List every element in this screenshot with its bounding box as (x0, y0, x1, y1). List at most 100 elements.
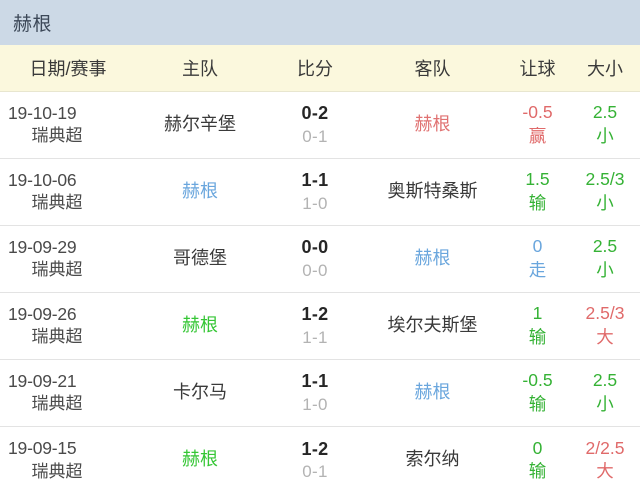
cell-over-under: 2.5/3 小 (570, 158, 640, 226)
cell-date: 19-09-29 瑞典超 (0, 225, 130, 293)
over-under-value: 2/2.5 (585, 437, 625, 458)
home-team-name[interactable]: 赫根 (182, 181, 218, 202)
league-name: 瑞典超 (31, 327, 83, 347)
halftime-score: 0-1 (302, 126, 328, 146)
table-row[interactable]: 19-10-19 瑞典超 赫尔辛堡 0-2 0-1 赫根 -0.5 赢 2.5 小 (0, 91, 640, 159)
handicap-result: 赢 (528, 126, 547, 146)
over-under-value: 2.5/3 (585, 169, 625, 190)
cell-date: 19-10-06 瑞典超 (0, 158, 130, 226)
handicap-result: 输 (528, 461, 547, 482)
match-date: 19-09-26 (8, 303, 77, 324)
over-under-result: 大 (596, 327, 614, 347)
cell-home-team: 哥德堡 (130, 225, 270, 293)
table-row[interactable]: 19-09-29 瑞典超 哥德堡 0-0 0-0 赫根 0 走 2.5 小 (0, 225, 640, 293)
cell-date: 19-09-21 瑞典超 (0, 359, 130, 427)
panel-title-bar: 赫根 (0, 0, 640, 45)
match-date: 19-10-06 (8, 169, 77, 190)
over-under-value: 2.5/3 (585, 303, 625, 324)
cell-away-team: 奥斯特桑斯 (360, 158, 505, 226)
column-header-handicap: 让球 (505, 45, 570, 92)
cell-away-team: 赫根 (360, 225, 505, 293)
home-team-name[interactable]: 赫根 (182, 449, 218, 470)
column-header-score: 比分 (270, 45, 360, 92)
over-under-result: 小 (596, 260, 614, 280)
match-date: 19-09-29 (8, 236, 77, 257)
match-date: 19-10-19 (8, 102, 77, 123)
handicap-result: 输 (528, 193, 547, 213)
cell-score: 1-1 1-0 (270, 359, 360, 427)
cell-handicap: 1.5 输 (505, 158, 570, 226)
fulltime-score: 1-1 (301, 371, 329, 392)
over-under-value: 2.5 (592, 370, 618, 391)
column-header-home-team: 主队 (130, 45, 270, 92)
home-team-name[interactable]: 赫尔辛堡 (164, 114, 236, 135)
over-under-result: 小 (596, 394, 614, 414)
column-header-away-team: 客队 (360, 45, 505, 92)
fulltime-score: 1-2 (301, 438, 329, 459)
cell-away-team: 索尔纳 (360, 426, 505, 494)
cell-date: 19-09-15 瑞典超 (0, 426, 130, 494)
away-team-name[interactable]: 赫根 (414, 382, 451, 403)
league-name: 瑞典超 (31, 126, 83, 146)
cell-date: 19-09-26 瑞典超 (0, 292, 130, 360)
away-team-name[interactable]: 赫根 (414, 114, 451, 135)
halftime-score: 0-1 (302, 461, 328, 481)
fulltime-score: 1-1 (301, 170, 329, 191)
cell-home-team: 赫根 (130, 426, 270, 494)
over-under-result: 小 (596, 126, 614, 146)
cell-score: 0-2 0-1 (270, 91, 360, 159)
handicap-result: 输 (528, 394, 547, 414)
league-name: 瑞典超 (31, 260, 83, 280)
match-history-table: 日期/赛事 主队 比分 客队 让球 大小 19-10-19 瑞典超 赫尔辛堡 0-2 0… (0, 45, 640, 494)
table-row[interactable]: 19-09-21 瑞典超 卡尔马 1-1 1-0 赫根 -0.5 输 2.5 小 (0, 359, 640, 427)
league-name: 瑞典超 (31, 461, 83, 481)
cell-score: 1-2 0-1 (270, 426, 360, 494)
table-row[interactable]: 19-10-06 瑞典超 赫根 1-1 1-0 奥斯特桑斯 1.5 输 2.5/3 小 (0, 158, 640, 226)
away-team-name[interactable]: 埃尔夫斯堡 (387, 315, 478, 336)
handicap-value: 0 (532, 437, 543, 458)
league-name: 瑞典超 (31, 193, 83, 213)
halftime-score: 0-0 (302, 260, 328, 280)
column-header-date: 日期/赛事 (0, 45, 130, 92)
handicap-value: -0.5 (522, 370, 553, 391)
table-row[interactable]: 19-09-26 瑞典超 赫根 1-2 1-1 埃尔夫斯堡 1 输 2.5/3 大 (0, 292, 640, 360)
cell-score: 0-0 0-0 (270, 225, 360, 293)
halftime-score: 1-1 (302, 327, 328, 347)
home-team-name[interactable]: 赫根 (182, 315, 218, 336)
fulltime-score: 1-2 (301, 304, 329, 325)
home-team-name[interactable]: 哥德堡 (173, 248, 227, 269)
handicap-result: 走 (528, 260, 547, 280)
cell-handicap: -0.5 赢 (505, 91, 570, 159)
page-title: 赫根 (13, 14, 53, 35)
handicap-value: 0 (532, 236, 543, 257)
halftime-score: 1-0 (302, 193, 328, 213)
cell-away-team: 赫根 (360, 359, 505, 427)
table-header-row: 日期/赛事 主队 比分 客队 让球 大小 (0, 45, 640, 92)
handicap-value: -0.5 (522, 102, 553, 123)
away-team-name[interactable]: 奥斯特桑斯 (387, 181, 478, 202)
handicap-result: 输 (528, 327, 547, 347)
over-under-value: 2.5 (592, 102, 618, 123)
column-header-over-under: 大小 (570, 45, 640, 92)
home-team-name[interactable]: 卡尔马 (173, 382, 227, 403)
fulltime-score: 0-2 (301, 103, 329, 124)
away-team-name[interactable]: 赫根 (414, 248, 451, 269)
over-under-result: 大 (596, 461, 614, 482)
cell-date: 19-10-19 瑞典超 (0, 91, 130, 159)
cell-over-under: 2.5 小 (570, 91, 640, 159)
match-date: 19-09-21 (8, 370, 77, 391)
away-team-name[interactable]: 索尔纳 (405, 449, 460, 470)
table-row[interactable]: 19-09-15 瑞典超 赫根 1-2 0-1 索尔纳 0 输 2/2.5 大 (0, 426, 640, 494)
cell-score: 1-1 1-0 (270, 158, 360, 226)
cell-over-under: 2.5 小 (570, 359, 640, 427)
cell-over-under: 2.5 小 (570, 225, 640, 293)
cell-home-team: 赫根 (130, 158, 270, 226)
cell-home-team: 赫尔辛堡 (130, 91, 270, 159)
match-date: 19-09-15 (8, 437, 77, 458)
cell-score: 1-2 1-1 (270, 292, 360, 360)
cell-away-team: 埃尔夫斯堡 (360, 292, 505, 360)
cell-over-under: 2/2.5 大 (570, 426, 640, 494)
table-body: 19-10-19 瑞典超 赫尔辛堡 0-2 0-1 赫根 -0.5 赢 2.5 小 19-10-06… (0, 91, 640, 494)
